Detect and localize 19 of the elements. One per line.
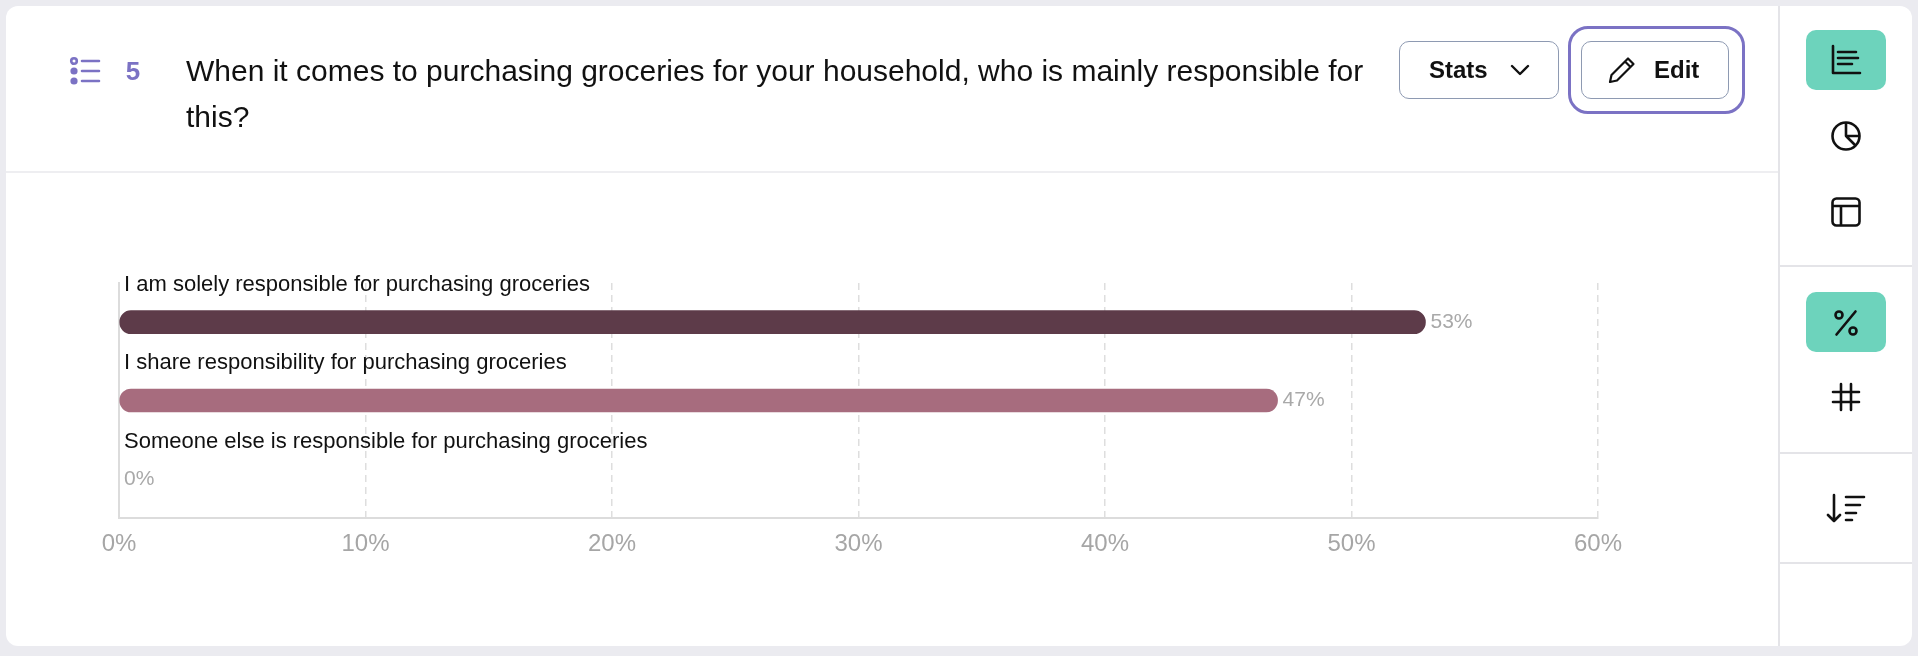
edit-button[interactable]: Edit (1581, 41, 1729, 99)
bar-chart-button[interactable] (1806, 30, 1886, 90)
dropdown-button[interactable]: Stats (1399, 41, 1559, 99)
x-tick-label: 0% (101, 529, 137, 557)
x-tick-label: 30% (834, 529, 883, 557)
percent-button[interactable] (1806, 292, 1886, 352)
text: 5 (124, 55, 142, 88)
y-tick-label: I am solely responsible for purchasing groceries (124, 271, 590, 297)
y-tick-label: I share responsibility for purchasing groceries (124, 349, 567, 375)
x-tick-label: 20% (587, 529, 637, 557)
y-tick-label: Someone else is responsible for purchasing groceries (124, 427, 648, 453)
x-tick-label: 50% (1327, 529, 1376, 557)
data-label: 53% (1430, 308, 1473, 332)
data-label: 47% (1282, 387, 1325, 411)
chart-title: When it comes to purchasing groceries for your household, who is mainly responsible for this? (186, 53, 1365, 135)
x-tick-label: 10% (341, 529, 390, 557)
data-label: 0% (124, 465, 155, 489)
x-tick-label: 60% (1573, 529, 1623, 557)
x-tick-label: 40% (1080, 529, 1130, 557)
